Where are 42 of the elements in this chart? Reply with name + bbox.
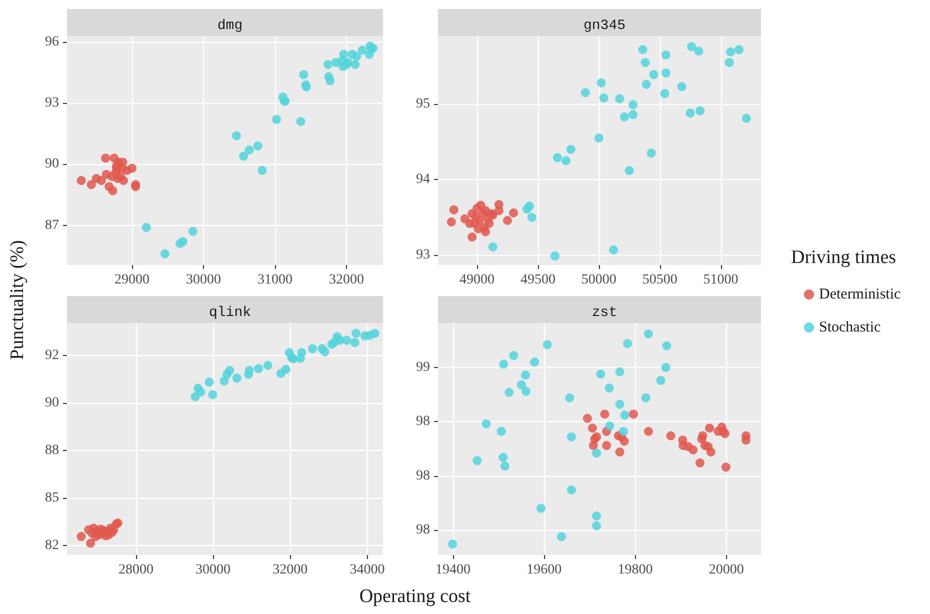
y-tick-label: 90 [45,395,59,410]
legend-label: Stochastic [819,320,881,336]
y-tick-label: 99 [416,360,430,375]
x-tick-label: 51000 [703,272,738,288]
chart-title: gn345 [583,18,626,34]
x-tick-label: 20000 [708,562,744,578]
x-tick-label: 19800 [618,562,653,578]
x-tick-label: 50500 [642,272,678,288]
y-tick-label: 82 [45,538,59,553]
x-tick-label: 29000 [114,272,150,288]
y-tick-label: 94 [416,172,430,188]
x-tick-label: 34000 [350,562,385,578]
y-tick-label: 85 [45,490,59,506]
y-tick-label: 92 [45,348,59,363]
x-tick-label: 30000 [186,272,222,288]
y-tick-label: 98 [416,522,430,538]
x-tick-label: 50000 [581,272,616,288]
chart-title: qlink [208,305,252,321]
x-axis-title: Operating cost [358,586,472,608]
chart-title: dmg [217,18,243,34]
x-tick-label: 19400 [436,562,471,578]
y-tick-label: 95 [416,96,430,112]
y-tick-label: 98 [416,468,430,484]
x-tick-label: 49500 [520,272,556,288]
x-tick-label: 32000 [329,272,364,288]
x-tick-label: 49000 [460,272,495,288]
x-tick-label: 32000 [272,562,308,578]
y-tick-label: 96 [45,34,59,50]
y-tick-label: 88 [45,442,59,458]
x-tick-label: 28000 [118,562,154,578]
legend-title: Driving times [791,247,896,268]
y-tick-label: 87 [45,218,59,233]
y-tick-label: 93 [416,248,430,263]
y-tick-label: 98 [416,414,430,430]
y-tick-label: 90 [45,156,59,172]
x-tick-label: 19600 [526,562,562,578]
y-axis-title: Punctuality (%) [7,240,29,360]
legend-label: Deterministic [819,286,901,302]
y-tick-label: 93 [45,96,59,111]
chart-title: zst [592,305,618,321]
x-tick-label: 31000 [258,272,293,288]
x-tick-label: 30000 [196,562,231,578]
